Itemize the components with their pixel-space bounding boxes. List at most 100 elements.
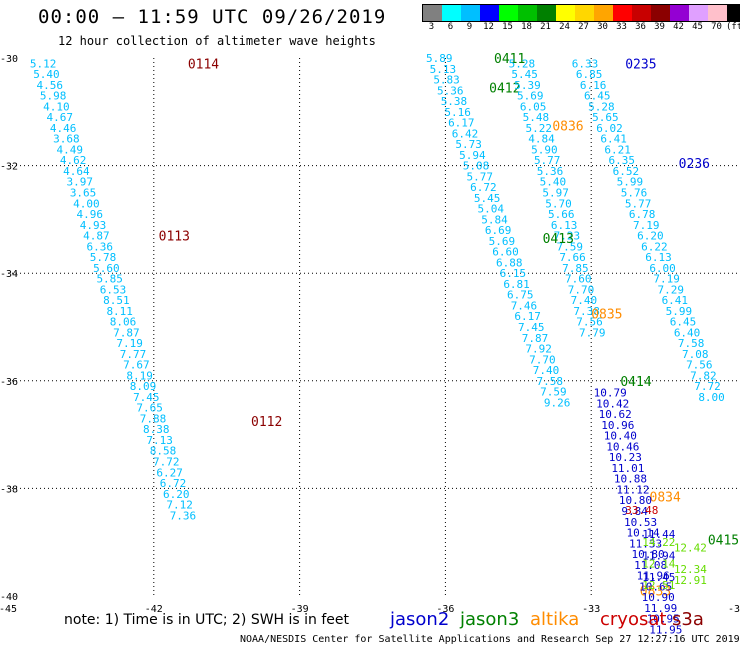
wave-height-value: 5.36	[437, 84, 464, 97]
wave-height-value: 4.62	[60, 154, 87, 167]
lon-tick-label: -33	[582, 604, 600, 615]
wave-height-value: 6.27	[156, 466, 183, 479]
scale-swatch	[499, 5, 518, 21]
lon-tick-label: -30	[728, 604, 740, 615]
wave-height-value: 11.12	[616, 483, 649, 496]
pass-label: 0112	[251, 415, 282, 430]
wave-height-value: 7.45	[133, 391, 160, 404]
wave-height-value: 6.53	[100, 283, 127, 296]
map-title: 00:00 – 11:59 UTC 09/26/2019	[38, 6, 387, 28]
lat-tick-label: -40	[0, 592, 18, 603]
wave-height-value: 14.22	[642, 536, 675, 549]
credit-text: NOAA/NESDIS Center for Satellite Applica…	[240, 634, 740, 645]
scale-label: 24	[559, 22, 570, 32]
wave-height-value: 7.40	[571, 294, 598, 307]
wave-height-value: 11.99	[644, 602, 677, 615]
wave-height-value: 6.00	[649, 262, 676, 275]
scale-swatch	[670, 5, 689, 21]
scale-label: 27	[578, 22, 589, 32]
scale-swatch	[423, 5, 442, 21]
lon-tick-label: -36	[436, 604, 454, 615]
wave-height-value: 3.68	[53, 133, 80, 146]
wave-height-value: 4.84	[528, 133, 555, 146]
wave-height-value: 4.96	[76, 208, 103, 221]
wave-height-value: 6.17	[514, 310, 541, 323]
scale-label: 21	[540, 22, 551, 32]
wave-height-value: 5.39	[514, 79, 541, 92]
wave-height-value: 5.94	[459, 149, 486, 162]
wave-height-value: 6.41	[662, 294, 689, 307]
wave-height-value: 3.65	[70, 187, 97, 200]
lat-tick-label: -34	[0, 269, 18, 280]
wave-height-value: 7.13	[146, 434, 173, 447]
wave-height-value: 7.08	[682, 348, 709, 361]
wave-height-value: 6.05	[520, 100, 547, 113]
wave-height-value: 33.48	[625, 504, 658, 517]
scale-swatch	[689, 5, 708, 21]
pass-label: 0235	[625, 57, 656, 72]
wave-height-value: 5.69	[489, 235, 515, 248]
wave-height-value: 5.77	[534, 154, 561, 167]
wave-height-value: 7.82	[690, 369, 717, 382]
wave-height-value: 11.95	[649, 623, 682, 636]
pass-label: 0835	[591, 308, 622, 323]
wave-height-value: 10.40	[604, 430, 637, 443]
scale-swatch	[442, 5, 461, 21]
wave-height-value: 5.04	[478, 203, 505, 216]
wave-height-value: 7.85	[562, 262, 589, 275]
wave-height-value: 5.13	[430, 63, 457, 76]
wave-height-value: 5.36	[537, 165, 564, 178]
wave-height-value: 8.06	[110, 316, 137, 329]
scale-swatch	[461, 5, 480, 21]
lon-tick-label: -42	[145, 604, 163, 615]
wave-height-value: 7.19	[116, 337, 143, 350]
wave-height-value: 8.00	[698, 391, 725, 404]
color-scale-bar	[422, 4, 740, 22]
wave-height-value: 7.12	[166, 499, 193, 512]
wave-height-value: 10.96	[601, 419, 634, 432]
wave-height-value: 7.58	[536, 375, 563, 388]
scale-label: 18	[521, 22, 532, 32]
wave-height-value: 5.65	[592, 111, 619, 124]
wave-height-value: 6.16	[580, 79, 607, 92]
wave-height-value: 5.45	[474, 192, 501, 205]
wave-height-value: 5.70	[545, 197, 572, 210]
scale-label: 36	[635, 22, 646, 32]
wave-height-value: 11.01	[611, 462, 644, 475]
wave-height-value: 7.67	[123, 359, 150, 372]
lat-tick-label: -36	[0, 377, 18, 388]
wave-height-value: 7.36	[170, 509, 197, 522]
wave-height-value: 5.99	[617, 176, 644, 189]
lon-tick-label: -45	[0, 604, 17, 615]
wave-height-value: 7.29	[657, 283, 684, 296]
wave-height-value: 7.19	[653, 273, 680, 286]
wave-height-value: 6.40	[674, 326, 701, 339]
wave-height-value: 8.38	[143, 423, 170, 436]
wave-height-value: 5.78	[90, 251, 117, 264]
wave-height-value: 6.72	[160, 477, 187, 490]
lat-tick-label: -30	[0, 54, 18, 65]
pass-label: 0833	[640, 585, 671, 600]
wave-height-value: 6.60	[492, 246, 519, 259]
scale-swatch	[613, 5, 632, 21]
wave-height-value: 4.10	[43, 100, 70, 113]
pass-label: 0415	[708, 534, 739, 549]
wave-height-value: 9.84	[621, 505, 648, 518]
wave-height-value: 5.73	[455, 138, 482, 151]
wave-height-value: 7.72	[153, 456, 180, 469]
wave-height-value: 5.40	[33, 68, 60, 81]
note-text: note: 1) Time is in UTC; 2) SWH is in fe…	[64, 612, 350, 628]
legend-s3a: s3a	[672, 609, 704, 630]
wave-height-value: 12.91	[674, 574, 707, 587]
wave-height-value: 4.64	[63, 165, 90, 178]
wave-height-value: 10.62	[599, 408, 632, 421]
wave-height-value: 7.88	[140, 412, 167, 425]
wave-height-value: 7.46	[511, 299, 537, 312]
legend-jason2: jason2	[390, 609, 450, 630]
lon-tick-label: -39	[291, 604, 309, 615]
scale-swatch	[594, 5, 613, 21]
scale-label: 3	[428, 22, 435, 32]
scale-label: 6	[447, 22, 454, 32]
wave-height-value: 5.48	[523, 111, 550, 124]
wave-height-value: 12.51	[642, 579, 675, 592]
